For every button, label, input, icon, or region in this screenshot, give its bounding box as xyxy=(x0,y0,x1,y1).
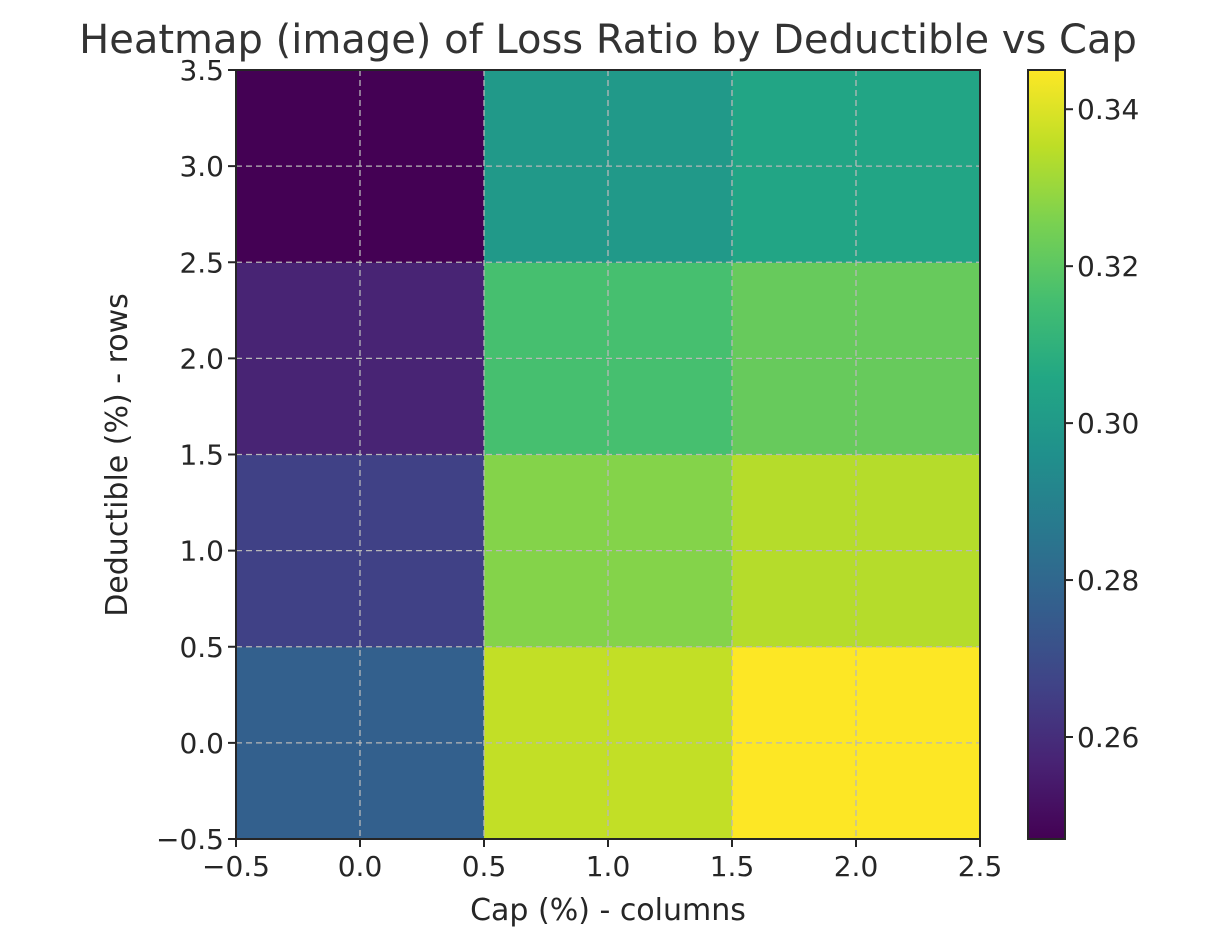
y-tick-label-0: −0.5 xyxy=(156,823,224,856)
x-tick-label-4: 1.5 xyxy=(710,850,755,883)
y-tick-label-7: 3.0 xyxy=(179,150,224,183)
y-axis-label: Deductible (%) - rows xyxy=(100,293,135,617)
colorbar-tick-label-2: 0.30 xyxy=(1077,407,1139,440)
y-tick-label-1: 0.0 xyxy=(179,727,224,760)
colorbar-tick-label-0: 0.26 xyxy=(1077,721,1139,754)
colorbar-tick-label-3: 0.32 xyxy=(1077,250,1139,283)
x-tick-label-5: 2.0 xyxy=(834,850,879,883)
x-tick-label-2: 0.5 xyxy=(462,850,507,883)
x-tick-label-6: 2.5 xyxy=(958,850,1003,883)
y-tick-label-2: 0.5 xyxy=(179,631,224,664)
y-tick-label-5: 2.0 xyxy=(179,342,224,375)
y-tick-label-6: 2.5 xyxy=(179,246,224,279)
x-tick-label-0: −0.5 xyxy=(202,850,270,883)
colorbar-tick-label-1: 0.28 xyxy=(1077,564,1139,597)
x-axis: −0.5 0.0 0.5 1.0 1.5 2.0 2.5 xyxy=(202,839,1002,883)
x-tick-label-3: 1.0 xyxy=(586,850,631,883)
y-tick-label-3: 1.0 xyxy=(179,535,224,568)
colorbar-gradient xyxy=(1028,70,1065,839)
chart-title: Heatmap (image) of Loss Ratio by Deducti… xyxy=(79,17,1137,63)
y-tick-label-4: 1.5 xyxy=(179,439,224,472)
y-axis: −0.5 0.0 0.5 1.0 1.5 2.0 2.5 3.0 3.5 xyxy=(156,54,236,856)
x-tick-label-1: 0.0 xyxy=(338,850,383,883)
x-axis-label: Cap (%) - columns xyxy=(470,893,746,928)
y-tick-label-8: 3.5 xyxy=(179,54,224,87)
colorbar-frame xyxy=(1027,69,1066,840)
colorbar: 0.26 0.28 0.30 0.32 0.34 xyxy=(1027,69,1139,840)
colorbar-tick-label-4: 0.34 xyxy=(1077,93,1139,126)
